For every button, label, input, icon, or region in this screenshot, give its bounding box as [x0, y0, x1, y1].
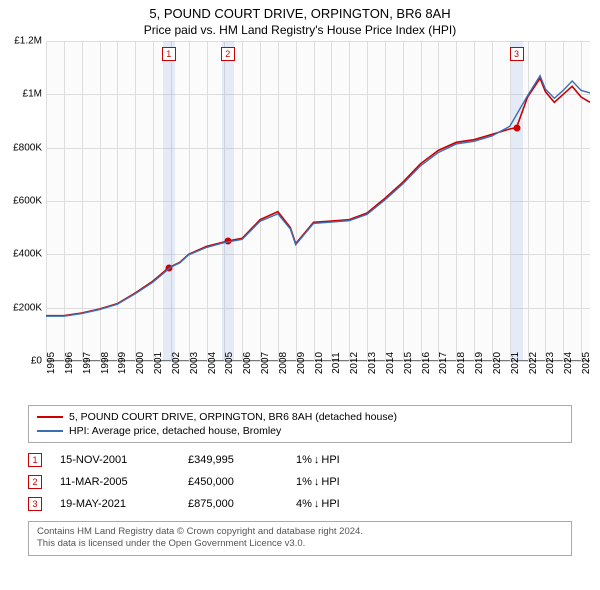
- legend: 5, POUND COURT DRIVE, ORPINGTON, BR6 8AH…: [28, 405, 572, 443]
- legend-item: 5, POUND COURT DRIVE, ORPINGTON, BR6 8AH…: [37, 410, 563, 424]
- legend-label: HPI: Average price, detached house, Brom…: [69, 425, 281, 437]
- x-axis-label: 2004: [207, 352, 218, 374]
- x-axis-label: 2012: [349, 352, 360, 374]
- sale-row-hpi-pct: 1%: [296, 454, 312, 466]
- x-axis-label: 1998: [100, 352, 111, 374]
- x-axis-label: 2023: [545, 352, 556, 374]
- x-axis-label: 2005: [224, 352, 235, 374]
- y-axis-label: £1M: [23, 89, 46, 100]
- x-axis-label: 2006: [242, 352, 253, 374]
- x-axis-label: 1997: [82, 352, 93, 374]
- x-axis-label: 2017: [438, 352, 449, 374]
- x-axis-label: 2013: [367, 352, 378, 374]
- x-axis-label: 1996: [64, 352, 75, 374]
- y-axis-label: £400K: [13, 249, 46, 260]
- legend-swatch: [37, 416, 63, 418]
- y-axis-label: £800K: [13, 142, 46, 153]
- sale-row-price: £875,000: [188, 498, 278, 510]
- x-axis-label: 1999: [117, 352, 128, 374]
- x-axis-label: 2015: [403, 352, 414, 374]
- sale-row-badge: 2: [28, 475, 42, 489]
- sale-row-hpi-label: HPI: [321, 454, 339, 466]
- price-chart: £0£200K£400K£600K£800K£1M£1.2M123: [46, 41, 590, 361]
- x-axis-label: 2014: [385, 352, 396, 374]
- sale-row-hpi: 4%↓HPI: [296, 498, 340, 510]
- sales-table: 115-NOV-2001£349,9951%↓HPI211-MAR-2005£4…: [28, 449, 572, 515]
- sale-row-hpi-pct: 1%: [296, 476, 312, 488]
- series-hpi: [46, 41, 590, 361]
- x-axis-label: 2010: [314, 352, 325, 374]
- sale-row-hpi-label: HPI: [321, 498, 339, 510]
- footer-line: Contains HM Land Registry data © Crown c…: [37, 526, 563, 538]
- arrow-down-icon: ↓: [314, 476, 320, 488]
- sale-row: 3 19-MAY-2021 £875,000 4%↓HPI: [28, 493, 572, 515]
- x-axis-label: 2011: [331, 352, 342, 374]
- x-axis-label: 2022: [528, 352, 539, 374]
- sale-row-hpi-label: HPI: [321, 476, 339, 488]
- y-axis-label: £600K: [13, 196, 46, 207]
- y-axis-label: £0: [31, 356, 46, 367]
- sale-row-hpi: 1%↓HPI: [296, 454, 340, 466]
- footer-line: This data is licensed under the Open Gov…: [37, 538, 563, 550]
- attribution-footer: Contains HM Land Registry data © Crown c…: [28, 521, 572, 556]
- x-axis-label: 2002: [171, 352, 182, 374]
- y-axis-label: £1.2M: [14, 36, 46, 47]
- sale-row: 1 15-NOV-2001 £349,995 1%↓HPI: [28, 449, 572, 471]
- x-axis-label: 2024: [563, 352, 574, 374]
- sale-row: 2 11-MAR-2005 £450,000 1%↓HPI: [28, 471, 572, 493]
- x-axis-label: 2003: [189, 352, 200, 374]
- x-axis-label: 2000: [135, 352, 146, 374]
- sale-row-hpi-pct: 4%: [296, 498, 312, 510]
- x-axis-label: 2019: [474, 352, 485, 374]
- sale-row-date: 19-MAY-2021: [60, 498, 170, 510]
- sale-row-badge: 3: [28, 497, 42, 511]
- x-axis-label: 2025: [581, 352, 592, 374]
- x-axis-label: 2021: [510, 352, 521, 374]
- sale-row-badge: 1: [28, 453, 42, 467]
- page-title: 5, POUND COURT DRIVE, ORPINGTON, BR6 8AH: [0, 0, 600, 21]
- x-axis-label: 2007: [260, 352, 271, 374]
- x-axis-label: 2001: [153, 352, 164, 374]
- sale-row-price: £349,995: [188, 454, 278, 466]
- sale-row-date: 11-MAR-2005: [60, 476, 170, 488]
- x-axis-labels: 1995199619971998199920002001200220032004…: [46, 361, 590, 399]
- x-axis-label: 2008: [278, 352, 289, 374]
- x-axis-label: 2016: [421, 352, 432, 374]
- x-axis-label: 2020: [492, 352, 503, 374]
- sale-row-date: 15-NOV-2001: [60, 454, 170, 466]
- sale-row-price: £450,000: [188, 476, 278, 488]
- arrow-down-icon: ↓: [314, 454, 320, 466]
- arrow-down-icon: ↓: [314, 498, 320, 510]
- legend-swatch: [37, 430, 63, 432]
- x-axis-label: 1995: [46, 352, 57, 374]
- y-axis-label: £200K: [13, 302, 46, 313]
- page-subtitle: Price paid vs. HM Land Registry's House …: [0, 21, 600, 41]
- legend-item: HPI: Average price, detached house, Brom…: [37, 424, 563, 438]
- x-axis-label: 2009: [296, 352, 307, 374]
- legend-label: 5, POUND COURT DRIVE, ORPINGTON, BR6 8AH…: [69, 411, 397, 423]
- x-axis-label: 2018: [456, 352, 467, 374]
- sale-row-hpi: 1%↓HPI: [296, 476, 340, 488]
